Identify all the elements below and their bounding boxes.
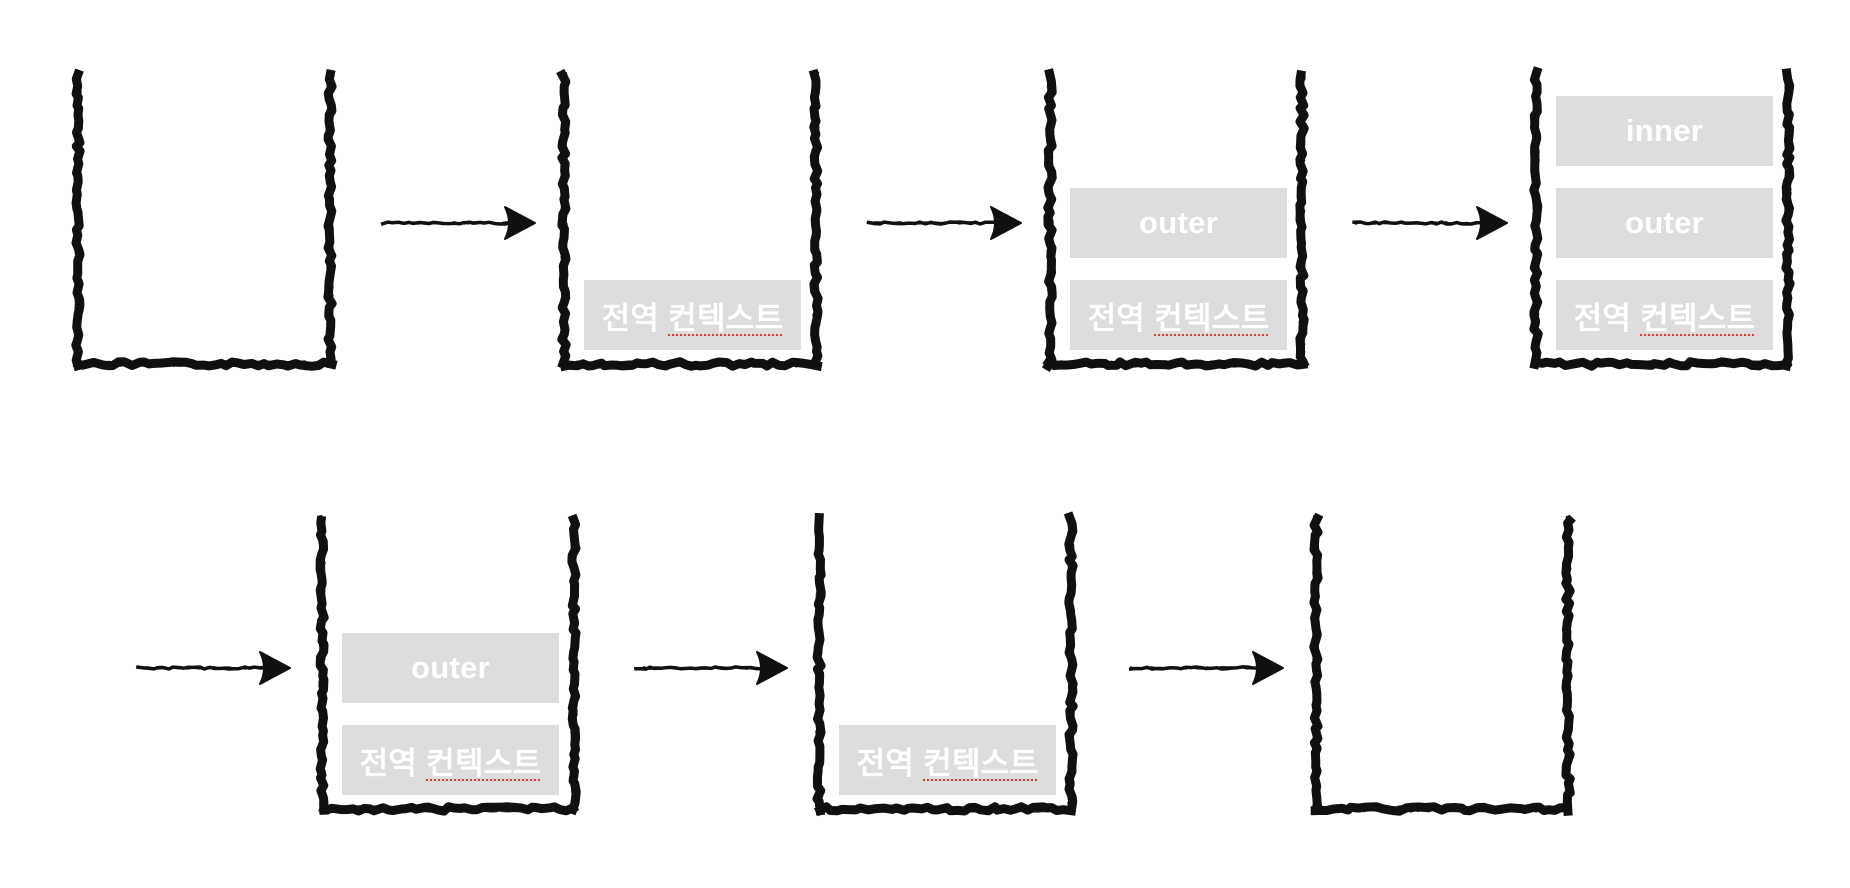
stack-frame-7: [1309, 512, 1576, 816]
arrow-3: [1352, 206, 1508, 240]
stack-block-outer: outer: [342, 633, 559, 703]
arrow-6: [1128, 651, 1284, 685]
stack-frame-6: 전역 컨텍스트: [812, 511, 1078, 817]
stack-container-outline: [556, 68, 823, 372]
stack-block-global-context: 전역 컨텍스트: [342, 725, 559, 795]
stack-container-outline: [1529, 66, 1795, 372]
stack-frame-1: [71, 68, 338, 372]
stack-frame-3: 전역 컨텍스트 outer: [1041, 68, 1310, 372]
stack-container-outline: [71, 68, 338, 372]
stack-block-outer: outer: [1070, 188, 1287, 258]
stack-frame-5: 전역 컨텍스트 outer: [315, 513, 581, 816]
stack-frame-4: 전역 컨텍스트 outer inner: [1529, 66, 1795, 372]
stack-block-global-context: 전역 컨텍스트: [1070, 280, 1287, 350]
stack-container-outline: [315, 513, 581, 816]
stack-block-global-context: 전역 컨텍스트: [839, 725, 1056, 795]
stack-block-inner: inner: [1556, 96, 1773, 166]
stack-container-outline: [1309, 512, 1576, 816]
arrow-5: [633, 651, 788, 685]
stack-block-outer: outer: [1556, 188, 1773, 258]
stack-container-outline: [812, 511, 1078, 817]
arrow-1: [380, 206, 536, 240]
stack-frame-2: 전역 컨텍스트: [556, 68, 823, 372]
arrow-2: [866, 206, 1022, 240]
stack-block-global-context: 전역 컨텍스트: [1556, 280, 1773, 350]
stack-block-global-context: 전역 컨텍스트: [584, 280, 801, 350]
arrow-4: [135, 651, 291, 685]
stack-container-outline: [1041, 68, 1310, 372]
